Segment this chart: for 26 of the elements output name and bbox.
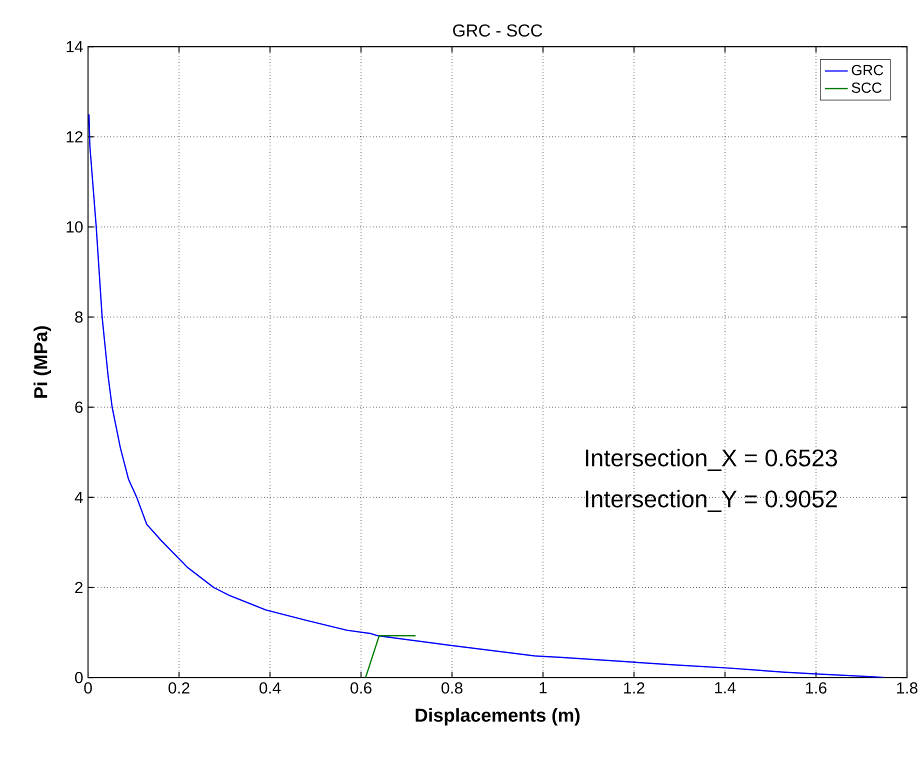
- x-tick-label: 0.8: [442, 682, 462, 694]
- x-tick-label: 0.2: [168, 682, 190, 694]
- x-tick-label: 1.2: [624, 682, 644, 694]
- y-tick-label: 12: [66, 131, 83, 142]
- chart-title: GRC - SCC: [453, 24, 542, 37]
- x-tick-label: 0: [84, 682, 92, 694]
- y-tick-label: 14: [66, 41, 83, 52]
- x-tick-label: 0.4: [260, 682, 281, 694]
- x-tick-label: 1.4: [715, 682, 736, 694]
- y-tick-label: 6: [75, 402, 83, 413]
- y-tick-label: 0: [75, 672, 83, 684]
- line-series: [88, 114, 885, 678]
- x-tick-label: 1.6: [806, 682, 826, 694]
- annotation: Intersection_Y = 0.9052: [586, 490, 837, 512]
- y-tick-label: 2: [75, 582, 83, 594]
- x-tick-label: 1: [540, 682, 547, 694]
- y-tick-label: 4: [74, 492, 83, 503]
- y-tick-label: 8: [75, 311, 83, 323]
- legend-label: GRC: [852, 64, 884, 76]
- x-tick-label: 1.8: [897, 682, 918, 694]
- y-tick-label: 10: [66, 221, 83, 233]
- x-axis-title: Displacements (m): [416, 708, 580, 726]
- y-axis-title: Pi (MPa): [34, 326, 52, 398]
- x-tick-label: 0.6: [350, 682, 372, 694]
- annotation: Intersection_X = 0.6523: [586, 448, 837, 472]
- legend-label: SCC: [852, 82, 882, 93]
